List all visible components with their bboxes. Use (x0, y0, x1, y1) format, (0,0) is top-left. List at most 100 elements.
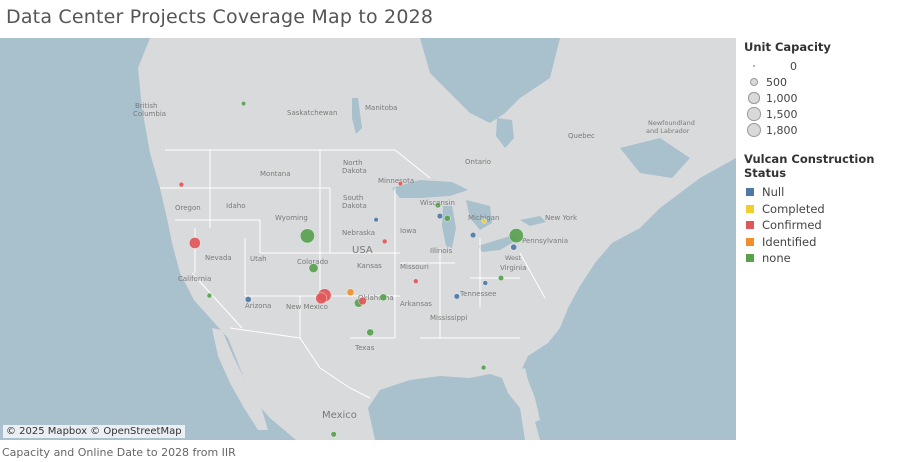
label-tennessee: Tennessee (459, 290, 496, 298)
project-point-null[interactable] (373, 217, 379, 223)
capacity-symbol (744, 74, 764, 90)
capacity-circle (746, 122, 762, 138)
label-oklahoma: Oklahoma (358, 294, 394, 302)
status-swatch (746, 188, 754, 197)
status-legend-title: Vulcan Construction Status (744, 152, 875, 180)
capacity-symbol (744, 122, 764, 138)
map-attribution[interactable]: © 2025 Mapbox © OpenStreetMap (3, 425, 185, 438)
project-point-none[interactable] (241, 101, 247, 107)
status-label: Completed (762, 201, 825, 216)
project-point-none[interactable] (498, 275, 504, 281)
label-michigan: Michigan (468, 214, 499, 222)
label-texas: Texas (354, 344, 375, 352)
hudson-bay (420, 38, 560, 123)
project-point-confirmed[interactable] (397, 181, 404, 187)
project-point-identified[interactable] (346, 288, 355, 296)
lake-erie (478, 236, 520, 252)
project-point-completed[interactable] (481, 218, 487, 224)
status-swatch (746, 237, 754, 246)
label-nebraska: Nebraska (342, 229, 375, 237)
project-point-confirmed[interactable] (382, 238, 388, 245)
gulf-of-mexico (368, 374, 525, 440)
capacity-circle (748, 92, 760, 104)
project-point-none[interactable] (444, 215, 451, 222)
project-point-confirmed[interactable] (358, 296, 367, 306)
project-point-none[interactable] (480, 364, 487, 371)
label-colorado: Colorado (297, 258, 328, 266)
project-point-none[interactable] (206, 292, 213, 299)
label-illinois: Illinois (430, 247, 453, 255)
label-utah: Utah (250, 255, 267, 263)
project-point-null[interactable] (244, 296, 252, 303)
capacity-circle (749, 77, 759, 87)
status-legend-item-confirmed[interactable]: Confirmed (744, 217, 899, 234)
capacity-legend-item: 1,800 (744, 122, 899, 138)
label-british-columbia-2: Columbia (133, 110, 166, 118)
label-california: California (178, 275, 211, 283)
status-legend-item-identified[interactable]: Identified (744, 234, 899, 251)
project-point-null[interactable] (470, 232, 477, 239)
lake-ontario (520, 216, 546, 226)
label-usa: USA (352, 245, 373, 256)
label-saskatchewan: Saskatchewan (287, 109, 337, 117)
capacity-label: 1,000 (766, 91, 798, 105)
label-virginia: Virginia (500, 264, 526, 272)
label-ontario: Ontario (465, 158, 491, 166)
capacity-label: 1,800 (766, 123, 798, 137)
capacity-label: 0 (790, 59, 797, 73)
status-legend-item-completed[interactable]: Completed (744, 201, 899, 218)
label-mexico: Mexico (322, 410, 357, 421)
status-legend-item-null[interactable]: Null (744, 184, 899, 201)
label-montana: Montana (260, 170, 291, 178)
label-newfoundland: Newfoundland (648, 119, 695, 127)
project-point-none[interactable] (508, 228, 524, 244)
label-new-york: New York (545, 214, 578, 222)
map-canvas[interactable]: British Columbia Saskatchewan Manitoba O… (0, 38, 736, 440)
project-point-confirmed[interactable] (315, 292, 328, 305)
legend: Unit Capacity 0 500 1,000 1,500 1,800 Vulcan… (744, 40, 899, 267)
capacity-circle (747, 107, 761, 121)
label-missouri: Missouri (400, 263, 429, 271)
project-point-null[interactable] (453, 293, 460, 300)
status-legend: Null Completed Confirmed Identified none (744, 184, 899, 267)
label-newfoundland-2: and Labrador (646, 127, 690, 135)
capacity-symbol (744, 58, 764, 74)
project-point-none[interactable] (299, 228, 315, 244)
project-point-none[interactable] (434, 202, 441, 209)
status-swatch (746, 254, 754, 263)
label-pennsylvania: Pennsylvania (522, 237, 568, 245)
label-oregon: Oregon (175, 204, 201, 212)
label-south-dakota: South (343, 194, 363, 202)
capacity-legend-item: 1,000 (744, 90, 899, 106)
james-bay (496, 118, 514, 148)
lake-superior (392, 180, 468, 198)
capacity-label: 1,500 (766, 107, 798, 121)
project-point-none[interactable] (308, 263, 319, 273)
map-view[interactable]: British Columbia Saskatchewan Manitoba O… (0, 38, 736, 440)
project-point-confirmed[interactable] (188, 237, 201, 249)
capacity-symbol (744, 90, 764, 106)
project-point-none[interactable] (379, 293, 388, 302)
label-new-mexico: New Mexico (286, 303, 328, 311)
status-label: Null (762, 185, 785, 200)
project-point-confirmed[interactable] (413, 278, 419, 284)
project-point-null[interactable] (482, 280, 488, 286)
capacity-legend-item: 0 (744, 58, 899, 74)
project-point-confirmed[interactable] (178, 181, 185, 188)
label-kansas: Kansas (357, 262, 382, 270)
label-arizona: Arizona (245, 302, 271, 310)
project-point-none[interactable] (366, 328, 374, 337)
label-wyoming: Wyoming (275, 214, 308, 222)
lake-winnipeg (352, 98, 362, 134)
project-points (178, 101, 524, 438)
project-point-null[interactable] (436, 213, 443, 220)
status-legend-item-none[interactable]: none (744, 250, 899, 267)
label-quebec: Quebec (568, 132, 595, 140)
project-point-null[interactable] (510, 243, 517, 251)
label-south-dakota-2: Dakota (342, 202, 367, 210)
florida-peninsula (505, 368, 540, 423)
label-arkansas: Arkansas (400, 300, 432, 308)
capacity-circle (753, 65, 755, 67)
status-swatch (746, 221, 754, 230)
project-point-none[interactable] (330, 431, 337, 438)
